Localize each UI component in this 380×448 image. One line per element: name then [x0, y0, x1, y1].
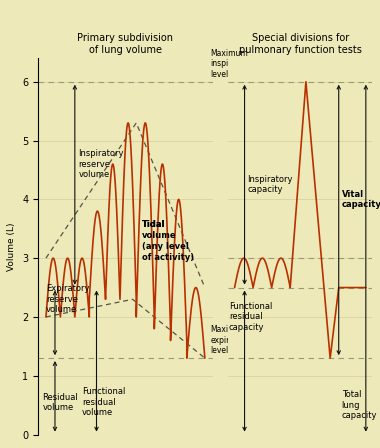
Text: Total
lung
capacity: Total lung capacity	[342, 390, 377, 420]
Text: Inspiratory
reserve
volume: Inspiratory reserve volume	[78, 149, 124, 179]
Text: Residual
volume: Residual volume	[42, 392, 78, 412]
Text: Expiratory
reserve
volume: Expiratory reserve volume	[46, 284, 89, 314]
Text: Maximum
inspiatory
level: Maximum inspiatory level	[210, 49, 249, 79]
Title: Primary subdivision
of lung volume: Primary subdivision of lung volume	[78, 33, 173, 55]
Text: Functional
residual
volume: Functional residual volume	[82, 388, 125, 417]
Text: Functional
residual
capacity: Functional residual capacity	[229, 302, 272, 332]
Text: Inspiratory
capacity: Inspiratory capacity	[247, 175, 293, 194]
Y-axis label: Volume (L): Volume (L)	[8, 222, 16, 271]
Text: Tidal: Tidal	[142, 220, 165, 239]
Title: Special divisions for
pulmonary function tests: Special divisions for pulmonary function…	[239, 33, 362, 55]
Text: Maximum
expiratory
level: Maximum expiratory level	[210, 325, 250, 355]
Text: Tidal
volume
(any level
of activity): Tidal volume (any level of activity)	[142, 220, 194, 262]
Text: Vital
capacity: Vital capacity	[342, 190, 380, 209]
